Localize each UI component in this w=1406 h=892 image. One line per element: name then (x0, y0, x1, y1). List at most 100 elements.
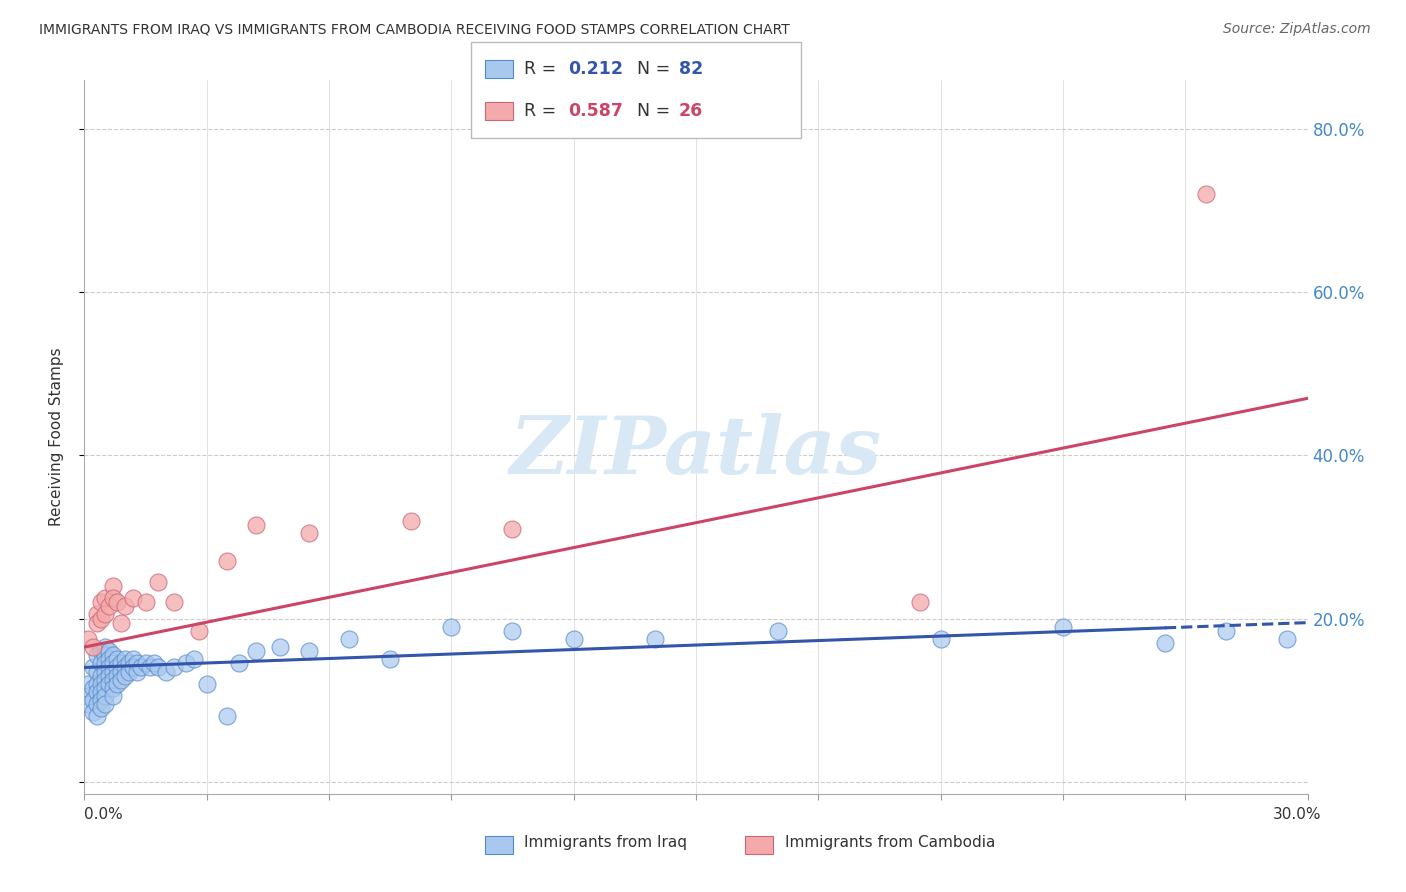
Point (97, 668, 120, 682)
Point (90, 668, 112, 682)
Point (93, 689, 117, 703)
Point (90, 685, 112, 699)
Point (1052, 620, 1074, 634)
Text: 26: 26 (679, 103, 703, 120)
Point (562, 632, 585, 646)
Point (114, 668, 136, 682)
Point (1277, 632, 1299, 646)
Text: Immigrants from Iraq: Immigrants from Iraq (524, 836, 688, 850)
Point (93, 665, 117, 679)
Point (101, 591, 124, 606)
Point (97, 644, 120, 658)
Point (77, 697, 100, 711)
Point (1154, 636, 1177, 650)
Point (77, 689, 100, 703)
Point (1195, 187, 1218, 202)
Point (93, 591, 117, 606)
Text: 0.0%: 0.0% (84, 807, 124, 822)
Point (269, 640, 291, 654)
Point (122, 652, 145, 666)
Point (77, 632, 100, 646)
Point (929, 632, 952, 646)
Point (93, 673, 117, 687)
Point (97, 652, 120, 666)
Point (93, 648, 117, 663)
Point (245, 644, 267, 658)
Point (101, 648, 124, 663)
Point (101, 657, 124, 671)
Point (82, 681, 104, 695)
Point (90, 693, 112, 707)
Point (101, 665, 124, 679)
Point (86, 677, 108, 691)
Point (90, 677, 112, 691)
Point (105, 595, 128, 609)
Point (93, 657, 117, 671)
Point (163, 595, 186, 609)
Point (187, 624, 209, 638)
Point (101, 689, 124, 703)
Point (93, 681, 117, 695)
Point (90, 611, 112, 625)
Point (101, 579, 124, 593)
Text: R =: R = (524, 103, 562, 120)
Point (82, 693, 104, 707)
Text: IMMIGRANTS FROM IRAQ VS IMMIGRANTS FROM CAMBODIA RECEIVING FOOD STAMPS CORRELATI: IMMIGRANTS FROM IRAQ VS IMMIGRANTS FROM … (39, 22, 790, 37)
Point (910, 595, 932, 609)
Point (245, 517, 267, 532)
Point (298, 525, 321, 540)
Point (146, 574, 169, 589)
Point (766, 624, 789, 638)
Point (217, 554, 239, 568)
Point (86, 648, 108, 663)
Point (105, 660, 128, 674)
Point (82, 660, 104, 674)
Text: 30.0%: 30.0% (1274, 807, 1322, 822)
Point (440, 620, 463, 634)
Text: ZIPatlas: ZIPatlas (510, 413, 882, 490)
Point (176, 657, 198, 671)
Point (93, 607, 117, 622)
Point (644, 632, 666, 646)
Text: Immigrants from Cambodia: Immigrants from Cambodia (785, 836, 995, 850)
Point (399, 514, 422, 528)
Text: N =: N = (637, 60, 676, 78)
Text: 82: 82 (679, 60, 703, 78)
Point (93, 697, 117, 711)
Point (90, 657, 112, 671)
Point (86, 685, 108, 699)
Point (90, 644, 112, 658)
Point (142, 657, 165, 671)
Text: Source: ZipAtlas.com: Source: ZipAtlas.com (1223, 22, 1371, 37)
Point (90, 701, 112, 715)
Point (101, 681, 124, 695)
Y-axis label: Receiving Food Stamps: Receiving Food Stamps (49, 348, 63, 526)
Point (127, 665, 149, 679)
Point (114, 599, 136, 614)
Point (138, 660, 160, 674)
Text: R =: R = (524, 60, 562, 78)
Point (339, 632, 361, 646)
Point (1215, 624, 1237, 638)
Point (228, 657, 250, 671)
Point (163, 660, 186, 674)
Point (110, 615, 132, 630)
Text: 0.212: 0.212 (568, 60, 623, 78)
Point (82, 640, 104, 654)
Point (131, 660, 153, 674)
Point (105, 668, 128, 682)
Point (118, 657, 141, 671)
Point (86, 665, 108, 679)
Point (122, 591, 145, 606)
Point (502, 522, 524, 536)
Point (105, 677, 128, 691)
Point (86, 607, 108, 622)
Text: 0.587: 0.587 (568, 103, 623, 120)
Point (146, 660, 169, 674)
Point (195, 677, 218, 691)
Point (298, 644, 321, 658)
Point (93, 640, 117, 654)
Point (101, 673, 124, 687)
Point (77, 677, 100, 691)
Point (122, 660, 145, 674)
